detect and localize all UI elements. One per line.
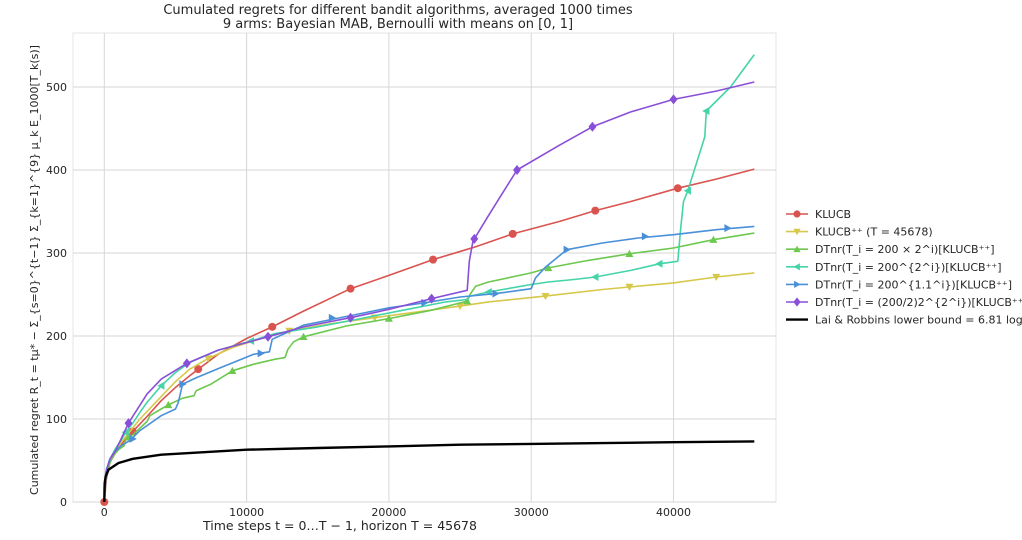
y-tick-label: 200 xyxy=(46,330,67,343)
data-point-circle xyxy=(429,256,437,264)
y-tick-label: 400 xyxy=(46,164,67,177)
data-point-circle xyxy=(674,184,682,192)
data-point-circle xyxy=(793,210,800,217)
data-point-circle xyxy=(347,285,355,293)
legend-label: KLUCB xyxy=(815,208,851,221)
legend-label: DTnr(T_i = 200 × 2^i)[KLUCB⁺⁺] xyxy=(815,243,995,256)
chart-title: Cumulated regrets for different bandit a… xyxy=(163,3,633,18)
legend-label: Lai & Robbins lower bound = 6.81 log(t) xyxy=(815,314,1022,327)
data-point-circle xyxy=(591,207,599,215)
legend-label: DTnr(T_i = (200/2)2^{2^i})[KLUCB⁺⁺] xyxy=(815,296,1022,309)
legend-label: DTnr(T_i = 200^{1.1^i})[KLUCB⁺⁺] xyxy=(815,278,1012,291)
legend-entry: DTnr(T_i = 200 × 2^i)[KLUCB⁺⁺] xyxy=(786,243,995,256)
data-point-circle xyxy=(268,323,276,331)
chart-subtitle: 9 arms: Bayesian MAB, Bernoulli with mea… xyxy=(223,17,573,32)
y-tick-label: 300 xyxy=(46,247,67,260)
legend-entry: KLUCB⁺⁺ (T = 45678) xyxy=(786,226,933,239)
legend-entry: KLUCB xyxy=(786,208,851,221)
legend-entry: DTnr(T_i = 200^{1.1^i})[KLUCB⁺⁺] xyxy=(786,278,1012,291)
y-tick-label: 0 xyxy=(60,496,67,509)
legend-label: DTnr(T_i = 200^{2^i})[KLUCB⁺⁺] xyxy=(815,261,1002,274)
legend: KLUCB KLUCB⁺⁺ (T = 45678) DTnr(T_i = 200 ×… xyxy=(786,208,1022,327)
x-tick-label: 40000 xyxy=(656,506,691,519)
data-point-circle xyxy=(509,230,517,238)
y-axis-label: Cumulated regret R_t = tμ* − Σ_{s=0}^{t−… xyxy=(28,45,41,495)
x-axis-label: Time steps t = 0…T − 1, horizon T = 4567… xyxy=(202,518,477,533)
legend-entry: Lai & Robbins lower bound = 6.81 log(t) xyxy=(786,314,1022,327)
legend-entry: DTnr(T_i = (200/2)2^{2^i})[KLUCB⁺⁺] xyxy=(786,296,1022,309)
y-tick-label: 500 xyxy=(46,81,67,94)
y-tick-label: 100 xyxy=(46,413,67,426)
data-point-triangle-left xyxy=(793,263,799,270)
plot-area xyxy=(73,33,776,502)
legend-entry: DTnr(T_i = 200^{2^i})[KLUCB⁺⁺] xyxy=(786,261,1002,274)
x-tick-label: 0 xyxy=(101,506,108,519)
data-point-triangle-right xyxy=(794,281,800,288)
legend-label: KLUCB⁺⁺ (T = 45678) xyxy=(815,226,933,239)
x-tick-label: 30000 xyxy=(514,506,549,519)
data-point-diamond xyxy=(793,297,800,306)
